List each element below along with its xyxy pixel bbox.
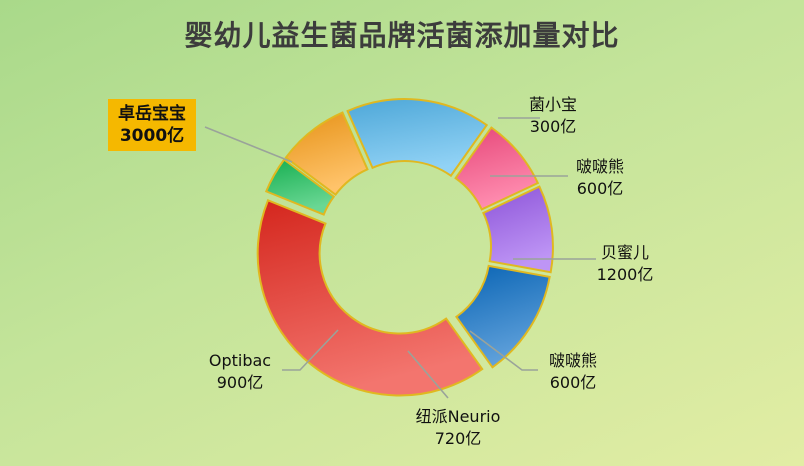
- leader-line: [469, 330, 538, 371]
- slice-value-label: 600亿: [577, 179, 624, 198]
- chart-title: 婴幼儿益生菌品牌活菌添加量对比: [184, 19, 620, 52]
- leader-line: [282, 329, 339, 371]
- pie-slice: [454, 126, 540, 211]
- slice-value-label: 600亿: [550, 373, 597, 392]
- leader-line: [407, 350, 449, 399]
- highlight-label-box: [108, 99, 196, 151]
- slice-value-label: 300亿: [530, 117, 577, 136]
- pie-slice: [264, 158, 336, 216]
- slice-name-label: 啵啵熊: [576, 157, 624, 176]
- pie-slice: [455, 264, 551, 369]
- pie-slice: [346, 98, 489, 178]
- slice-name-label: 卓岳宝宝: [118, 103, 186, 124]
- slice-value-label: 3000亿: [120, 125, 184, 146]
- slice-name-label: 菌小宝: [529, 95, 577, 114]
- pie-slice: [256, 199, 484, 397]
- slice-name-label: Optibac: [209, 351, 271, 370]
- slice-name-label: 啵啵熊: [549, 351, 597, 370]
- slice-value-label: 720亿: [435, 429, 482, 448]
- leader-line: [204, 126, 293, 163]
- pie-slice: [284, 111, 369, 197]
- pie-slice: [481, 185, 554, 274]
- slice-name-label: 纽派Neurio: [416, 407, 501, 426]
- slice-value-label: 900亿: [217, 373, 264, 392]
- slice-value-label: 1200亿: [597, 265, 654, 284]
- slice-name-label: 贝蜜儿: [601, 243, 649, 262]
